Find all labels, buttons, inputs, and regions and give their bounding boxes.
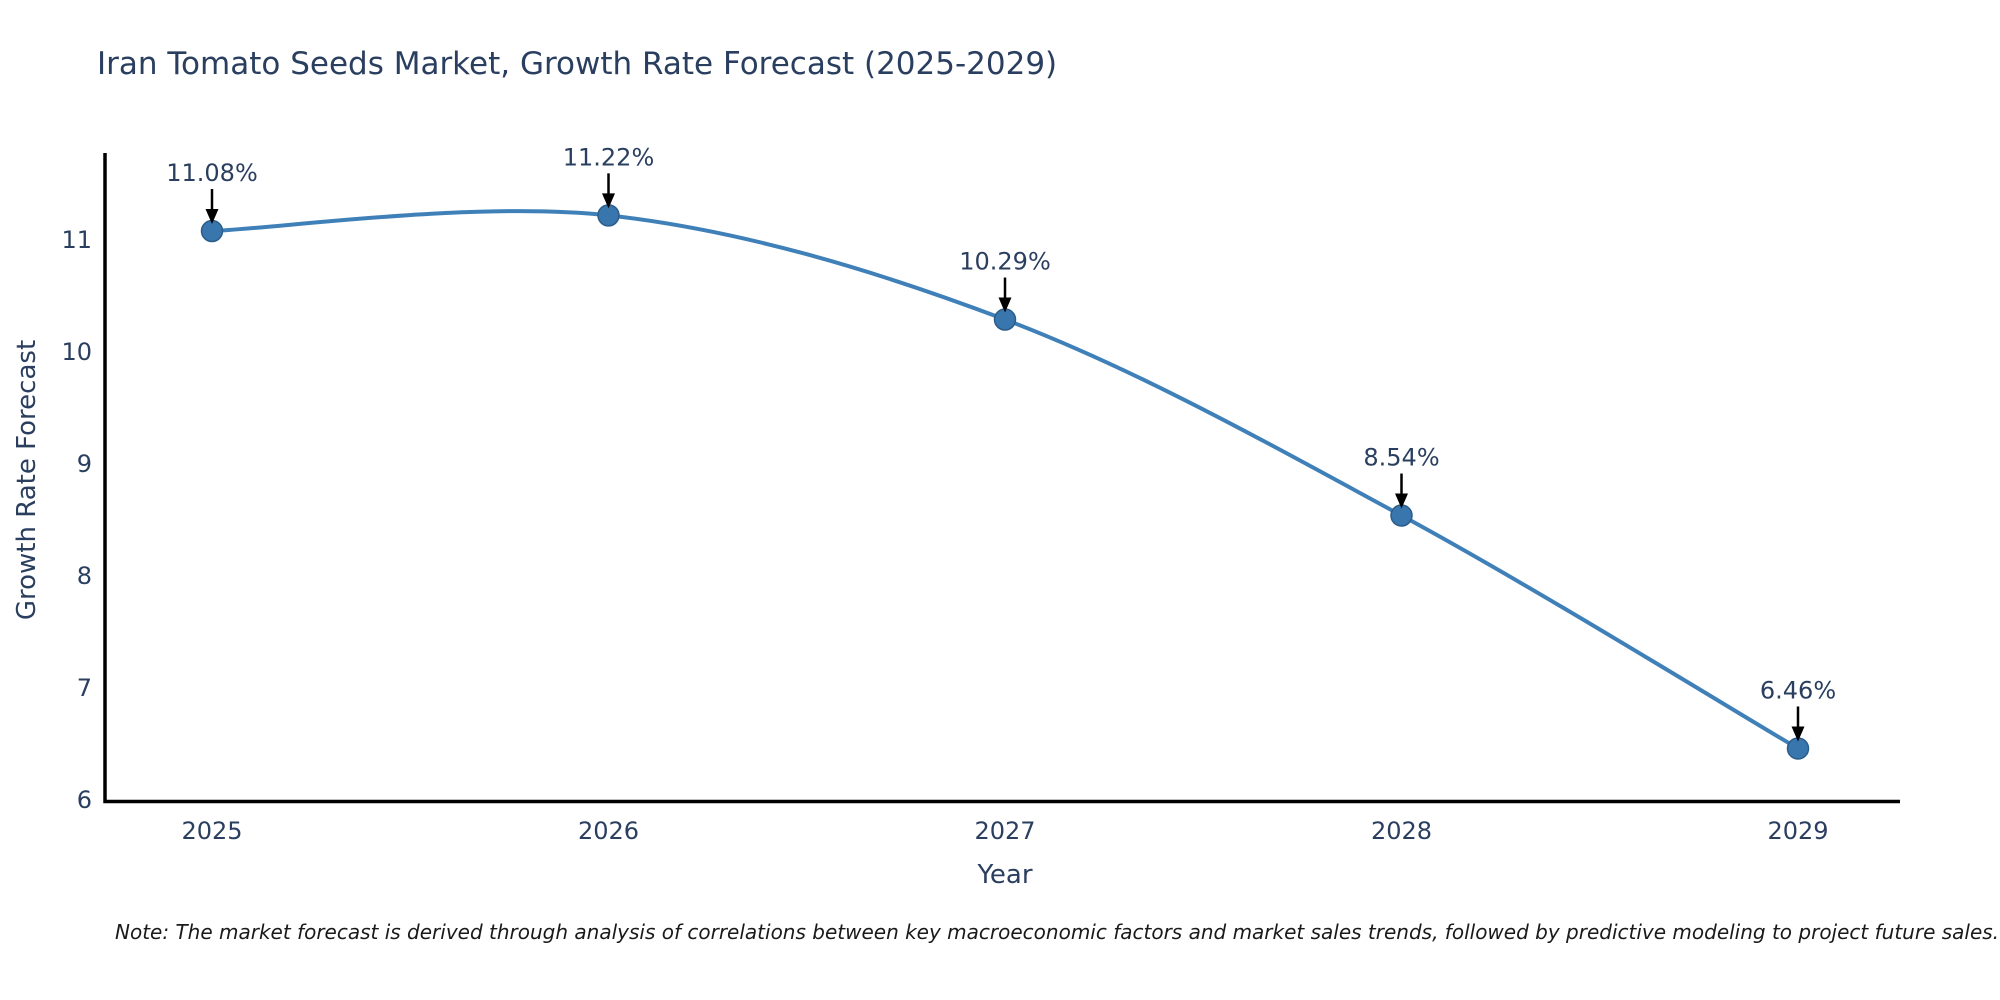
x-tick-label: 2027 bbox=[974, 817, 1035, 845]
point-annotation: 6.46% bbox=[1760, 676, 1836, 704]
y-tick-label: 6 bbox=[77, 786, 92, 814]
annotation-arrowhead bbox=[602, 193, 615, 209]
x-tick-label: 2029 bbox=[1767, 817, 1828, 845]
y-tick-label: 10 bbox=[61, 338, 92, 366]
annotation-arrowhead bbox=[1791, 726, 1805, 742]
x-axis-title: Year bbox=[977, 860, 1033, 890]
point-annotation: 11.22% bbox=[563, 143, 655, 171]
point-annotation: 8.54% bbox=[1363, 444, 1439, 472]
annotation-arrowhead bbox=[1395, 493, 1408, 509]
x-tick-label: 2025 bbox=[181, 817, 242, 845]
chart-title: Iran Tomato Seeds Market, Growth Rate Fo… bbox=[97, 46, 1058, 82]
x-tick-label: 2028 bbox=[1371, 817, 1432, 845]
y-tick-label: 11 bbox=[61, 226, 92, 254]
annotation-arrowhead bbox=[205, 209, 219, 225]
x-tick-label: 2026 bbox=[578, 817, 639, 845]
axis-spines bbox=[103, 153, 1900, 804]
point-annotation: 10.29% bbox=[959, 248, 1051, 276]
footnote: Note: The market forecast is derived thr… bbox=[115, 920, 2000, 944]
y-tick-label: 7 bbox=[77, 674, 92, 702]
point-annotation: 11.08% bbox=[166, 159, 258, 187]
y-tick-label: 8 bbox=[77, 562, 92, 590]
annotation-arrowhead bbox=[998, 297, 1012, 313]
y-tick-label: 9 bbox=[77, 450, 92, 478]
